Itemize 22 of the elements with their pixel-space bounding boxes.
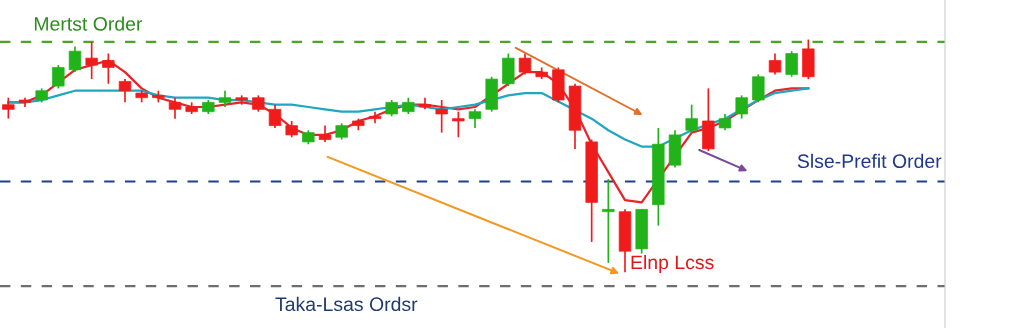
candlestick bbox=[2, 96, 15, 120]
candlestick bbox=[685, 103, 698, 134]
ref-line-label: Taka-Lsas Ordsr bbox=[275, 296, 418, 312]
candlestick bbox=[452, 110, 465, 139]
candlestick bbox=[768, 52, 782, 76]
candlestick bbox=[102, 52, 115, 85]
candlestick bbox=[602, 178, 615, 264]
candlestick bbox=[118, 78, 132, 104]
candlestick bbox=[85, 41, 98, 80]
candlestick bbox=[785, 50, 798, 78]
candlestick bbox=[735, 94, 748, 120]
ref-line-label: Mertst Order bbox=[34, 16, 143, 31]
candlestick bbox=[168, 96, 182, 120]
candlestick bbox=[752, 73, 765, 104]
candlestick bbox=[468, 108, 482, 129]
candlestick bbox=[52, 64, 65, 90]
annotation: Elnp Lcss bbox=[631, 254, 714, 274]
ref-line-label: Slse-Prefit Order bbox=[797, 153, 942, 169]
candlestick bbox=[68, 45, 82, 73]
candlestick bbox=[268, 103, 282, 129]
candlestick bbox=[435, 99, 448, 134]
candlestick bbox=[518, 52, 532, 76]
